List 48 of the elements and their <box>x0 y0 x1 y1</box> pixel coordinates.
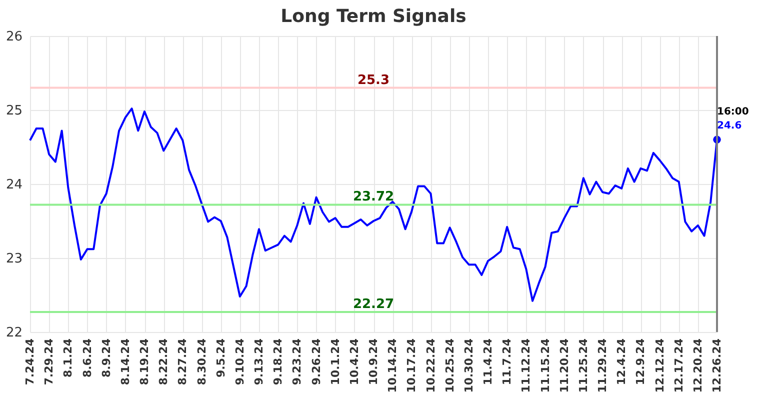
x-tick-label: 8.27.24 <box>176 338 190 386</box>
x-tick-label: 8.22.24 <box>157 338 170 386</box>
x-tick-label: 9.5.24 <box>214 338 228 378</box>
x-tick-label: 9.18.24 <box>272 338 285 386</box>
x-tick-label: 9.13.24 <box>252 338 266 386</box>
y-tick-label: 23 <box>6 252 22 266</box>
x-tick-label: 10.17.24 <box>405 338 418 393</box>
x-tick-label: 9.23.24 <box>290 338 304 386</box>
y-tick-label: 26 <box>6 30 22 44</box>
x-tick-label: 11.7.24 <box>500 338 514 386</box>
ref-line-label: 23.72 <box>352 190 394 205</box>
x-tick-label: 10.1.24 <box>328 338 342 386</box>
x-tick-label: 8.9.24 <box>100 338 113 378</box>
x-tick-label: 10.14.24 <box>386 338 400 393</box>
y-tick-label: 25 <box>6 104 22 118</box>
x-tick-label: 12.20.24 <box>691 338 704 393</box>
x-tick-label: 12.26.24 <box>710 338 724 393</box>
x-tick-label: 10.30.24 <box>462 338 476 393</box>
x-tick-label: 12.9.24 <box>634 338 648 386</box>
x-tick-label: 8.30.24 <box>195 338 208 386</box>
x-tick-label: 12.12.24 <box>653 338 666 393</box>
x-tick-label: 12.4.24 <box>615 338 628 386</box>
x-tick-label: 11.12.24 <box>520 338 533 393</box>
x-tick-label: 8.6.24 <box>80 338 94 378</box>
y-tick-label: 24 <box>6 178 22 192</box>
annotation: 16:00 <box>717 106 749 118</box>
x-tick-label: 10.22.24 <box>424 338 438 393</box>
x-tick-label: 11.29.24 <box>596 338 609 393</box>
x-tick-label: 7.29.24 <box>42 338 56 386</box>
x-tick-label: 12.17.24 <box>672 338 686 393</box>
x-tick-label: 11.20.24 <box>558 338 571 393</box>
x-tick-label: 9.26.24 <box>310 338 323 386</box>
x-tick-label: 10.25.24 <box>443 338 456 393</box>
x-tick-label: 8.19.24 <box>138 338 151 386</box>
chart-title: Long Term Signals <box>280 6 466 27</box>
ref-line-label: 25.3 <box>357 72 390 88</box>
x-tick-label: 11.4.24 <box>482 338 494 386</box>
x-tick-label: 11.15.24 <box>538 338 552 393</box>
x-tick-label: 9.10.24 <box>233 338 246 386</box>
ref-line-label: 22.27 <box>352 297 394 312</box>
x-tick-label: 10.9.24 <box>367 338 380 386</box>
annotation: 24.6 <box>717 120 742 132</box>
x-tick-label: 11.25.24 <box>576 338 590 393</box>
x-tick-label: 10.4.24 <box>348 338 361 386</box>
x-tick-label: 7.24.24 <box>24 338 36 386</box>
x-tick-label: 8.14.24 <box>118 338 132 386</box>
x-tick-label: 8.1.24 <box>62 338 75 378</box>
y-tick-label: 22 <box>6 326 22 340</box>
